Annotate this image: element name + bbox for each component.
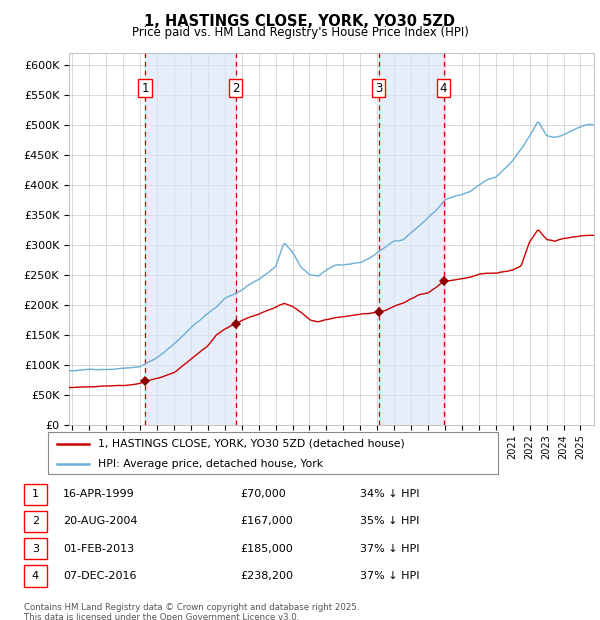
Text: £167,000: £167,000 <box>240 516 293 526</box>
Text: £238,200: £238,200 <box>240 571 293 581</box>
Text: 1, HASTINGS CLOSE, YORK, YO30 5ZD (detached house): 1, HASTINGS CLOSE, YORK, YO30 5ZD (detac… <box>97 439 404 449</box>
Text: 4: 4 <box>440 82 448 94</box>
Text: 37% ↓ HPI: 37% ↓ HPI <box>360 571 419 581</box>
Text: Contains HM Land Registry data © Crown copyright and database right 2025.
This d: Contains HM Land Registry data © Crown c… <box>24 603 359 620</box>
Text: 16-APR-1999: 16-APR-1999 <box>63 489 135 499</box>
Text: Price paid vs. HM Land Registry's House Price Index (HPI): Price paid vs. HM Land Registry's House … <box>131 26 469 39</box>
Text: 1: 1 <box>141 82 149 94</box>
Text: 3: 3 <box>32 544 39 554</box>
Text: 2: 2 <box>232 82 239 94</box>
Text: £70,000: £70,000 <box>240 489 286 499</box>
Text: 2: 2 <box>32 516 39 526</box>
Text: £185,000: £185,000 <box>240 544 293 554</box>
Text: 4: 4 <box>32 571 39 581</box>
Text: 1: 1 <box>32 489 39 499</box>
FancyBboxPatch shape <box>48 432 498 474</box>
Text: 3: 3 <box>375 82 382 94</box>
Text: 07-DEC-2016: 07-DEC-2016 <box>63 571 137 581</box>
Text: 01-FEB-2013: 01-FEB-2013 <box>63 544 134 554</box>
Text: 35% ↓ HPI: 35% ↓ HPI <box>360 516 419 526</box>
Bar <box>379 53 443 425</box>
Text: 37% ↓ HPI: 37% ↓ HPI <box>360 544 419 554</box>
Text: 20-AUG-2004: 20-AUG-2004 <box>63 516 137 526</box>
Text: 34% ↓ HPI: 34% ↓ HPI <box>360 489 419 499</box>
Bar <box>145 53 236 425</box>
Text: HPI: Average price, detached house, York: HPI: Average price, detached house, York <box>97 459 323 469</box>
Text: 1, HASTINGS CLOSE, YORK, YO30 5ZD: 1, HASTINGS CLOSE, YORK, YO30 5ZD <box>145 14 455 29</box>
